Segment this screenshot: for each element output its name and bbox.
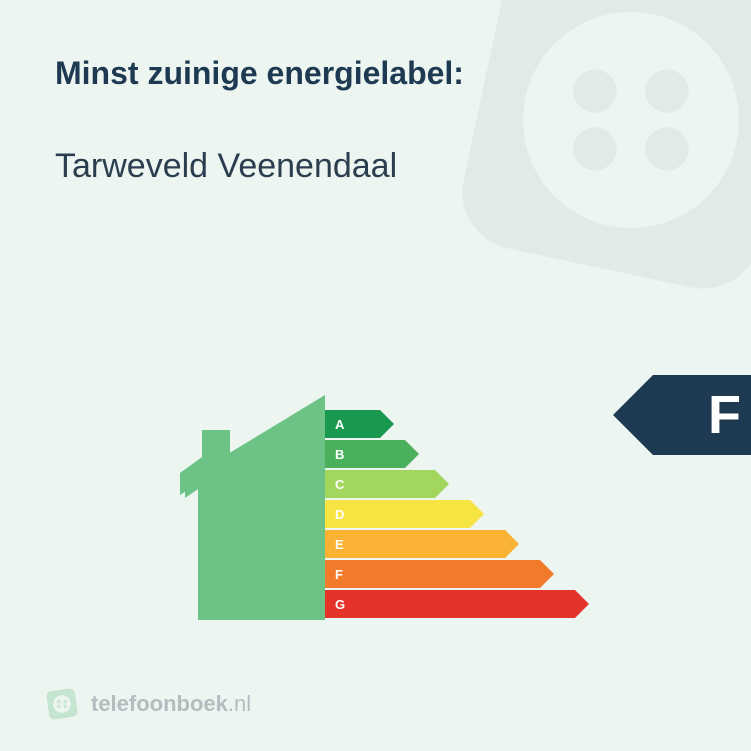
energy-rating-indicator: F bbox=[653, 375, 751, 455]
energy-bar-row: A bbox=[325, 410, 575, 438]
energy-bar-row: C bbox=[325, 470, 575, 498]
footer-logo-icon bbox=[45, 687, 79, 721]
footer-brand-name: telefoonboek bbox=[91, 691, 228, 716]
energy-bar-f: F bbox=[325, 560, 540, 588]
energy-bar-row: B bbox=[325, 440, 575, 468]
footer: telefoonboek.nl bbox=[45, 687, 251, 721]
energy-bar-row: E bbox=[325, 530, 575, 558]
energy-bar-d: D bbox=[325, 500, 470, 528]
page-title: Minst zuinige energielabel: bbox=[55, 55, 696, 92]
energy-rating-letter: F bbox=[708, 384, 741, 446]
energy-label-chart: ABCDEFG bbox=[180, 395, 680, 645]
energy-bar-row: F bbox=[325, 560, 575, 588]
energy-bar-c: C bbox=[325, 470, 435, 498]
energy-bar-e: E bbox=[325, 530, 505, 558]
footer-brand-tld: .nl bbox=[228, 691, 251, 716]
location-name: Tarweveld Veenendaal bbox=[55, 147, 696, 186]
energy-bar-a: A bbox=[325, 410, 380, 438]
footer-brand: telefoonboek.nl bbox=[91, 691, 251, 717]
energy-bar-b: B bbox=[325, 440, 405, 468]
energy-bars-container: ABCDEFG bbox=[325, 410, 575, 620]
energy-bar-row: G bbox=[325, 590, 575, 618]
house-icon bbox=[180, 395, 325, 620]
energy-bar-g: G bbox=[325, 590, 575, 618]
energy-bar-row: D bbox=[325, 500, 575, 528]
